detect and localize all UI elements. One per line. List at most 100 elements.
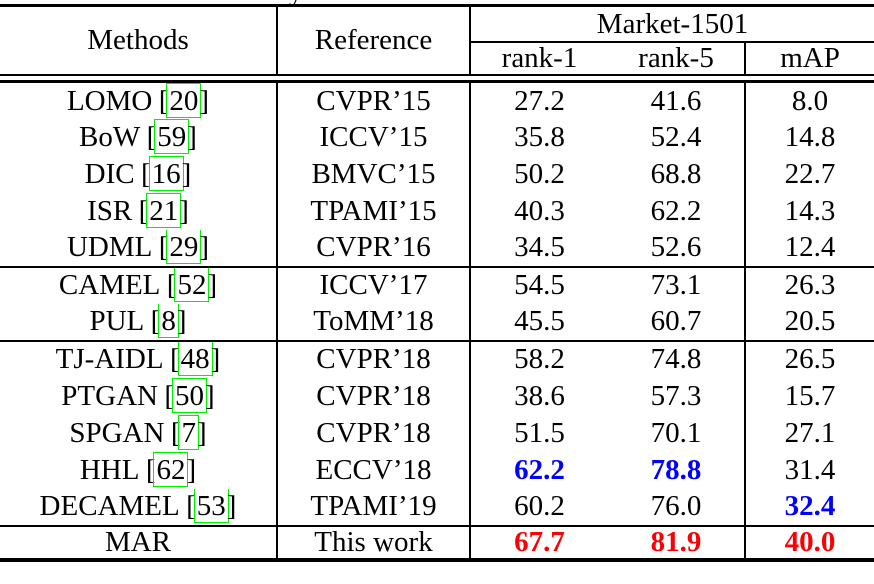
double-rule-spacer — [0, 74, 874, 83]
reference-cell: CVPR’16 — [276, 229, 470, 267]
citation-link[interactable]: 52 — [174, 268, 210, 303]
citation-link[interactable]: 8 — [158, 303, 179, 339]
rank1-cell: 54.5 — [469, 265, 608, 304]
table-row: HHL [62] ECCV’18 62.2 78.8 31.4 — [0, 451, 874, 489]
rank5-cell: 78.8 — [650, 453, 702, 486]
header-row-2: rank-1 rank-5 mAP — [0, 41, 874, 76]
reference-cell: ECCV’18 — [276, 451, 470, 489]
table-row: LOMO [20] CVPR’15 27.2 41.6 8.0 — [0, 81, 874, 119]
table-row: SPGAN [7] CVPR’18 51.5 70.1 27.1 — [0, 414, 874, 452]
rank5-cell: 57.3 — [650, 379, 702, 412]
citation-link[interactable]: 7 — [178, 414, 199, 450]
map-cell: 14.8 — [743, 118, 874, 156]
method-cell: ISR [21] — [87, 192, 189, 228]
rank5-cell: 73.1 — [608, 265, 745, 304]
method-cell: CAMEL [52] — [0, 265, 277, 304]
table-row: MAR This work 67.7 81.9 40.0 — [0, 524, 874, 560]
rank5-cell: 52.4 — [650, 120, 702, 153]
rank1-cell: 58.2 — [469, 339, 608, 378]
map-cell: 26.5 — [743, 339, 874, 378]
rank1-cell: 62.2 — [469, 451, 608, 489]
map-cell: 8.0 — [743, 81, 874, 119]
rank1-cell: 34.5 — [469, 229, 608, 267]
citation-link[interactable]: 21 — [146, 192, 182, 228]
col-header-reference: Reference — [276, 5, 470, 76]
table-row: DECAMEL [53] TPAMI’19 60.2 76.0 32.4 — [0, 488, 874, 526]
method-cell: DIC [16] — [84, 155, 192, 191]
rank1-cell: 45.5 — [469, 303, 608, 341]
map-cell: 12.4 — [743, 229, 874, 267]
col-header-rank1: rank-1 — [469, 41, 608, 76]
caption-fragment-artifact: y — [289, 0, 303, 4]
col-header-methods: Methods — [0, 5, 277, 76]
reference-cell: ICCV’17 — [276, 265, 470, 304]
rank1-cell: 60.2 — [469, 488, 608, 526]
citation-link[interactable]: 50 — [172, 377, 208, 413]
rank5-cell: 74.8 — [608, 339, 745, 378]
citation-link[interactable]: 16 — [148, 155, 184, 191]
table-row: ISR [21] TPAMI’15 40.3 62.2 14.3 — [0, 192, 874, 230]
rank1-cell: 35.8 — [469, 118, 608, 156]
map-cell: 14.3 — [743, 192, 874, 230]
map-cell: 31.4 — [743, 451, 874, 489]
reference-cell: CVPR’15 — [276, 81, 470, 119]
method-cell: BoW [59] — [79, 118, 197, 154]
rank5-cell: 52.6 — [650, 231, 702, 264]
header-row-1: Methods Reference Market-1501 — [0, 5, 874, 76]
map-cell: 20.5 — [743, 303, 874, 341]
rank5-cell: 62.2 — [650, 194, 702, 227]
citation-link[interactable]: 48 — [177, 342, 213, 377]
map-cell: 26.3 — [743, 265, 874, 304]
method-cell: LOMO [20] — [66, 82, 210, 118]
table-row: PTGAN [50] CVPR’18 38.6 57.3 15.7 — [0, 377, 874, 415]
method-cell: PTGAN [50] — [61, 377, 215, 413]
col-header-dataset: Market-1501 — [468, 5, 874, 43]
map-cell: 22.7 — [743, 155, 874, 193]
reference-cell: TPAMI’15 — [276, 192, 470, 230]
citation-link[interactable]: 29 — [166, 229, 202, 265]
map-cell: 40.0 — [743, 524, 874, 560]
method-cell: DECAMEL [53] — [39, 488, 237, 524]
method-cell: HHL [62] — [79, 451, 197, 487]
results-table: Methods Reference Market-1501 rank-1 ran… — [0, 4, 874, 562]
table-row: TJ-AIDL [48] CVPR’18 58.2 74.8 26.5 — [0, 339, 874, 378]
method-cell: SPGAN [7] — [69, 414, 207, 450]
map-cell: 27.1 — [743, 414, 874, 452]
table-row: CAMEL [52] ICCV’17 54.5 73.1 26.3 — [0, 265, 874, 304]
col-header-rank5: rank-5 — [608, 41, 745, 76]
rank5-cell: 70.1 — [650, 416, 702, 449]
col-header-map: mAP — [743, 41, 874, 76]
reference-cell: ToMM’18 — [276, 303, 470, 341]
reference-cell: CVPR’18 — [276, 377, 470, 415]
table-row: PUL [8] ToMM’18 45.5 60.7 20.5 — [0, 303, 874, 341]
map-cell: 15.7 — [743, 377, 874, 415]
rank5-cell: 81.9 — [608, 524, 745, 560]
rank5-cell: 60.7 — [650, 305, 702, 338]
map-cell: 32.4 — [743, 488, 874, 526]
citation-link[interactable]: 20 — [166, 82, 202, 118]
rank1-cell: 27.2 — [469, 81, 608, 119]
reference-cell: CVPR’18 — [276, 339, 470, 378]
rank5-cell: 41.6 — [650, 84, 702, 117]
method-cell: TJ-AIDL [48] — [0, 339, 277, 378]
rank1-cell: 51.5 — [469, 414, 608, 452]
table-row: BoW [59] ICCV’15 35.8 52.4 14.8 — [0, 118, 874, 156]
table-row: DIC [16] BMVC’15 50.2 68.8 22.7 — [0, 155, 874, 193]
rank1-cell: 38.6 — [469, 377, 608, 415]
rank1-cell: 67.7 — [469, 524, 608, 560]
rank5-cell: 76.0 — [650, 490, 702, 523]
reference-cell: This work — [276, 524, 470, 560]
reference-cell: CVPR’18 — [276, 414, 470, 452]
reference-cell: ICCV’15 — [276, 118, 470, 156]
reference-cell: TPAMI’19 — [276, 488, 470, 526]
method-cell: PUL [8] — [89, 303, 187, 339]
rank1-cell: 50.2 — [469, 155, 608, 193]
method-cell: UDML [29] — [66, 229, 210, 265]
rank5-cell: 68.8 — [650, 157, 702, 190]
rank1-cell: 40.3 — [469, 192, 608, 230]
method-cell: MAR — [0, 524, 277, 560]
citation-link[interactable]: 53 — [193, 488, 229, 524]
citation-link[interactable]: 62 — [153, 451, 189, 487]
citation-link[interactable]: 59 — [154, 118, 190, 154]
